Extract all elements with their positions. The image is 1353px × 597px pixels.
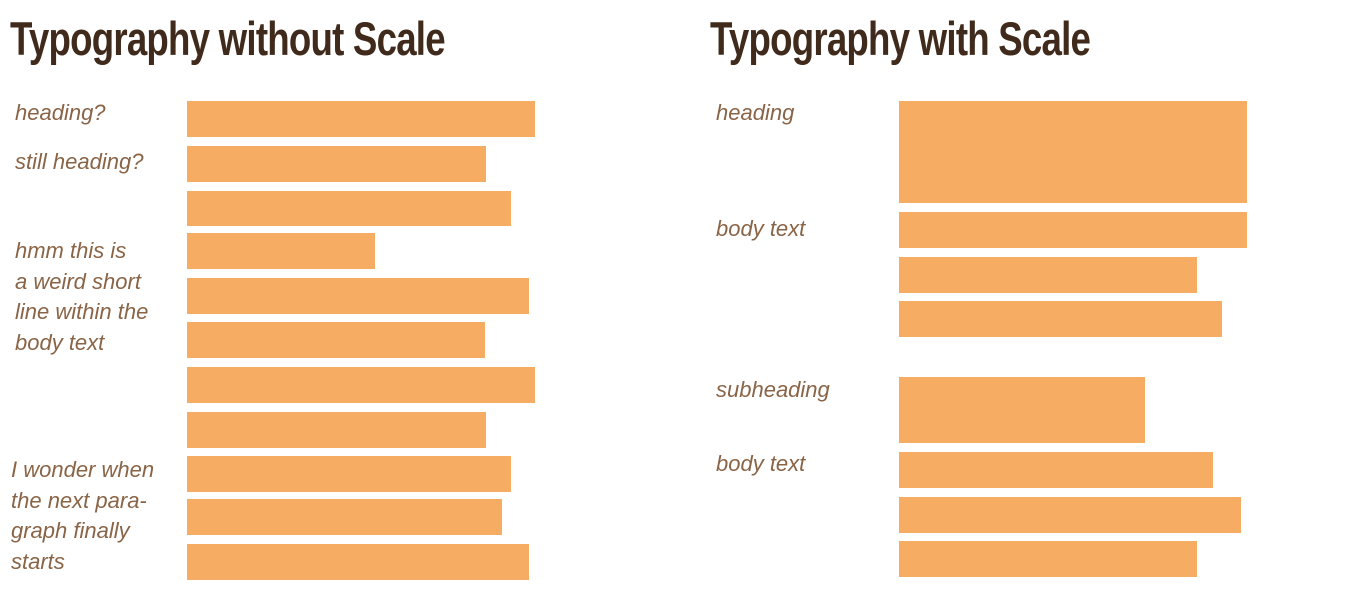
text-line-bar xyxy=(187,367,535,403)
text-line-bar xyxy=(899,497,1241,533)
subheading-bar xyxy=(899,377,1145,443)
label-line: starts xyxy=(11,548,65,574)
label-next-paragraph: I wonder when the next para- graph final… xyxy=(11,455,154,577)
text-line-bar xyxy=(187,278,529,314)
label-heading-question: heading? xyxy=(15,100,106,125)
label-line: line within the xyxy=(15,299,149,324)
label-line: hmm this is xyxy=(15,238,127,263)
label-subheading: subheading xyxy=(716,377,830,402)
text-line-bar xyxy=(187,499,502,535)
label-body-text: body text xyxy=(716,216,806,241)
label-line: a weird short xyxy=(15,268,141,294)
text-line-bar xyxy=(899,301,1222,337)
label-heading: heading xyxy=(716,100,795,125)
label-weird-short-line: hmm this is a weird short line within th… xyxy=(15,236,148,358)
heading-bar xyxy=(899,101,1247,203)
label-line: body text xyxy=(15,329,105,355)
label-still-heading-question: still heading? xyxy=(15,149,144,174)
text-line-bar xyxy=(187,146,486,182)
text-line-bar xyxy=(187,233,375,269)
text-line-bar xyxy=(187,101,535,137)
label-line: graph finally xyxy=(11,518,130,543)
text-line-bar xyxy=(187,191,511,226)
text-line-bar xyxy=(187,456,511,492)
label-line: the next para- xyxy=(11,487,147,513)
text-line-bar xyxy=(187,544,529,580)
text-line-bar xyxy=(899,212,1247,248)
text-line-bar xyxy=(187,412,486,448)
left-title: Typography without Scale xyxy=(10,12,446,65)
text-line-bar xyxy=(899,257,1197,293)
label-body-text: body text xyxy=(716,451,806,476)
text-line-bar xyxy=(899,452,1213,488)
text-line-bar xyxy=(899,541,1197,577)
label-line: I wonder when xyxy=(11,457,155,482)
right-title: Typography with Scale xyxy=(710,12,1091,65)
text-line-bar xyxy=(187,322,485,358)
